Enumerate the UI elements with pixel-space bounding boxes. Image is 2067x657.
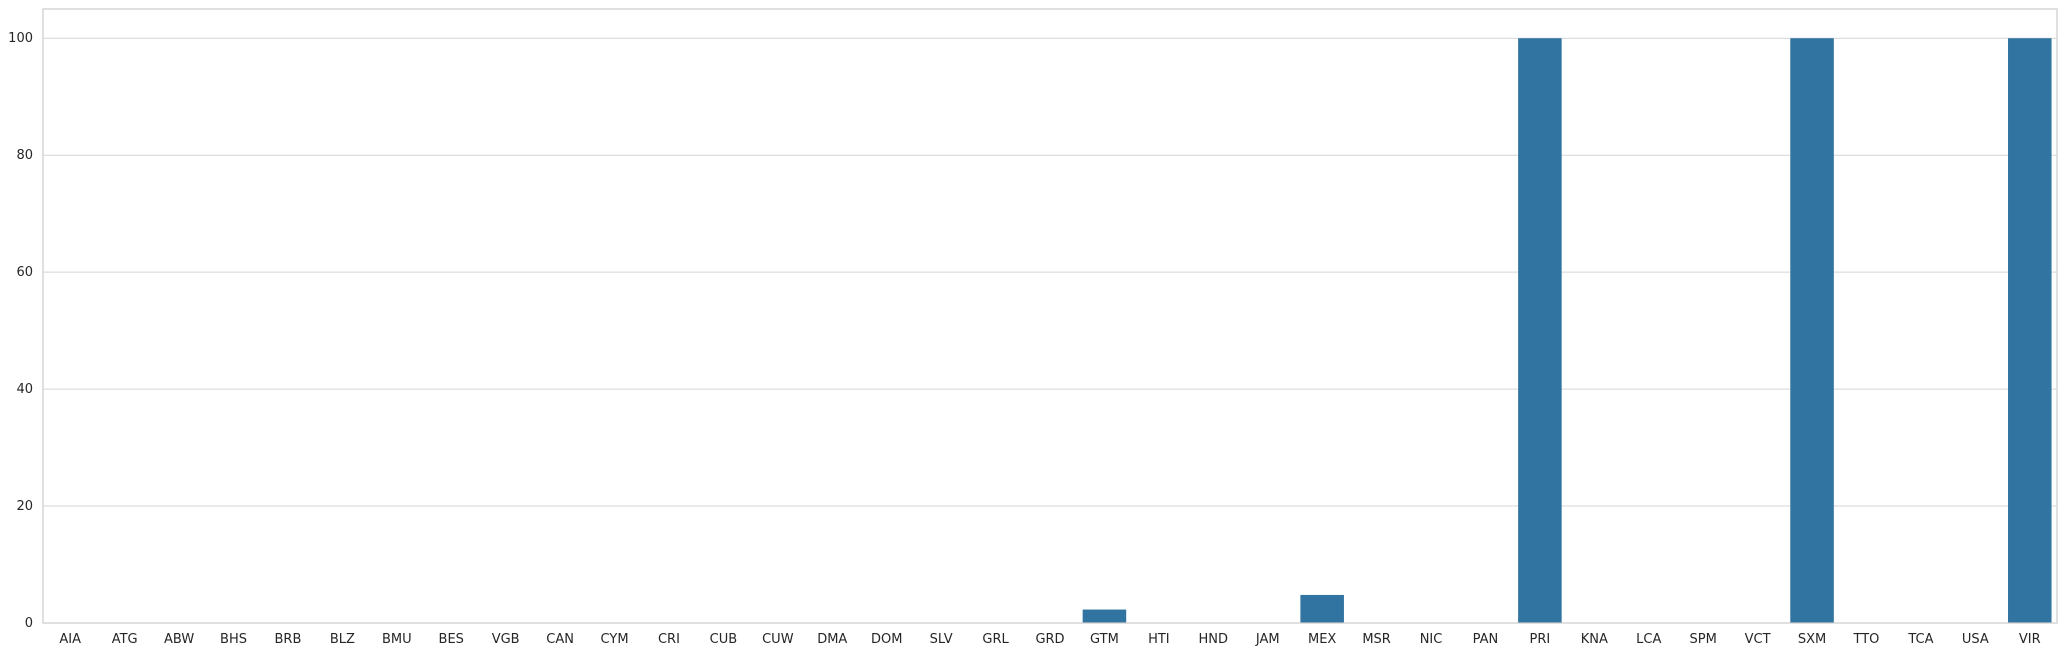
x-tick-label: PAN <box>1473 632 1499 647</box>
x-tick-label: CUW <box>762 632 794 647</box>
x-tick-label: MSR <box>1362 632 1391 647</box>
x-tick-label: GRL <box>982 632 1009 647</box>
x-tick-label: VIR <box>2019 632 2041 647</box>
x-tick-label: ATG <box>112 632 138 647</box>
grid-lines <box>43 37 2057 624</box>
bar-mex <box>1300 594 1344 623</box>
y-tick-label: 100 <box>8 31 33 46</box>
x-tick-label: SPM <box>1690 632 1717 647</box>
x-tick-label: GTM <box>1090 632 1119 647</box>
x-tick-label: CYM <box>601 632 629 647</box>
x-tick-label: MEX <box>1308 632 1336 647</box>
x-tick-label: BLZ <box>330 632 355 647</box>
x-tick-label: BRB <box>275 632 302 647</box>
x-tick-label: VGB <box>492 632 520 647</box>
bar-vir <box>2008 38 2052 623</box>
x-tick-label: SLV <box>930 632 953 647</box>
x-tick-label: BMU <box>382 632 412 647</box>
x-tick-label: NIC <box>1420 632 1443 647</box>
x-tick-label: TCA <box>1907 632 1933 647</box>
x-tick-label: VCT <box>1745 632 1771 647</box>
x-tick-label: DOM <box>871 632 902 647</box>
y-tick-label: 0 <box>25 616 33 631</box>
x-tick-label: JAM <box>1255 632 1280 647</box>
x-tick-label: PRI <box>1530 632 1551 647</box>
x-tick-label: AIA <box>59 632 81 647</box>
x-tick-label: KNA <box>1581 632 1608 647</box>
bars <box>1082 38 2052 623</box>
bar-sxm <box>1790 38 1834 623</box>
x-tick-label: HTI <box>1148 632 1170 647</box>
x-tick-label: LCA <box>1636 632 1661 647</box>
x-tick-label: CAN <box>546 632 574 647</box>
plot-frame <box>42 8 2058 624</box>
y-tick-label: 80 <box>16 148 33 163</box>
bar-pri <box>1518 38 1562 623</box>
x-tick-label: TTO <box>1853 632 1880 647</box>
bar-gtm <box>1082 609 1127 623</box>
y-tick-label: 20 <box>16 499 33 514</box>
y-axis-tick-labels: 0 20 40 60 80 100 <box>8 31 33 631</box>
x-tick-label: ABW <box>164 632 194 647</box>
x-tick-label: DMA <box>817 632 847 647</box>
x-tick-label: CUB <box>710 632 738 647</box>
x-tick-label: HND <box>1199 632 1229 647</box>
x-tick-label: CRI <box>658 632 680 647</box>
x-tick-label: BHS <box>220 632 247 647</box>
x-tick-label: SXM <box>1798 632 1826 647</box>
x-tick-label: BES <box>439 632 464 647</box>
y-tick-label: 40 <box>16 382 33 397</box>
y-tick-label: 60 <box>16 265 33 280</box>
x-tick-label: USA <box>1962 632 1989 647</box>
x-axis-tick-labels: AIA ATG ABW BHS BRB BLZ BMU BES VGB CAN CYM CRI CUB C… <box>59 632 2040 647</box>
x-tick-label: GRD <box>1035 632 1064 647</box>
